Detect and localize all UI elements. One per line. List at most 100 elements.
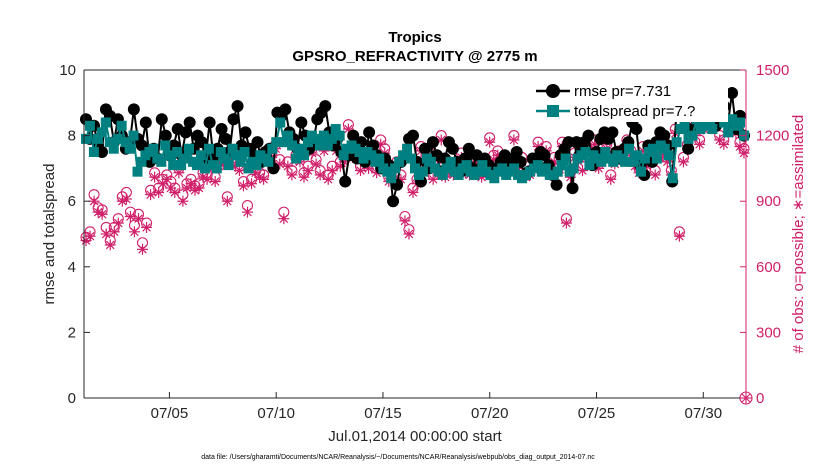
totalspread-point: [394, 156, 405, 167]
rmse-point: [279, 103, 292, 116]
possible-point: [298, 167, 310, 179]
assimilated-point: [286, 169, 298, 181]
possible-point: [560, 213, 572, 225]
possible-point: [310, 154, 322, 166]
assimilated-point: [173, 167, 185, 179]
totalspread-point: [104, 137, 115, 148]
y-left-tick-label: 8: [68, 128, 76, 145]
totalspread-point: [84, 120, 95, 131]
rmse-point: [418, 142, 431, 155]
possible-point: [508, 130, 520, 142]
y-right-tick-label: 900: [756, 193, 781, 210]
rmse-point: [139, 116, 152, 129]
totalspread-point: [251, 160, 262, 171]
totalspread-point: [410, 163, 420, 174]
totalspread-point: [667, 173, 678, 184]
assimilated-point: [258, 173, 270, 185]
totalspread-point: [417, 166, 428, 177]
possible-point: [403, 224, 415, 236]
rmse-point: [219, 132, 232, 145]
assimilated-point: [104, 239, 116, 251]
totalspread-point: [112, 133, 123, 144]
totalspread-point: [124, 143, 135, 154]
totalspread-point: [108, 143, 119, 154]
assimilated-point: [141, 221, 153, 233]
assimilated-point: [560, 217, 572, 229]
rmse-point: [426, 136, 439, 149]
totalspread-point: [295, 143, 306, 154]
rmse-point: [251, 136, 264, 149]
y-left-tick-label: 2: [68, 324, 76, 341]
possible-point: [237, 175, 249, 188]
possible-point: [100, 221, 112, 233]
x-tick-label: 07/05: [151, 405, 189, 422]
assimilated-point: [508, 134, 520, 146]
possible-point: [132, 208, 145, 220]
y-right-tick-label: 1200: [756, 128, 789, 145]
rmse-point: [227, 113, 240, 126]
totalspread-point: [584, 160, 595, 171]
totalspread-point: [184, 143, 195, 154]
rmse-point: [347, 129, 360, 142]
totalspread-point: [398, 150, 409, 161]
totalspread-point: [556, 160, 567, 171]
possible-point: [245, 173, 258, 185]
rmse-point: [363, 126, 376, 139]
y-left-tick-label: 4: [68, 259, 76, 276]
x-tick-label: 07/15: [364, 405, 402, 422]
y-right-tick-label: 300: [756, 324, 781, 341]
totalspread-point: [195, 150, 206, 161]
totalspread-point: [659, 143, 670, 154]
possible-point: [80, 231, 92, 243]
totalspread-point: [310, 133, 321, 144]
totalspread-point: [88, 147, 99, 157]
totalspread-point: [552, 166, 563, 177]
totalspread-point: [100, 117, 111, 128]
totalspread-point: [330, 124, 341, 135]
totalspread-point: [80, 133, 91, 144]
totalspread-point: [96, 127, 107, 138]
assimilated-point: [738, 147, 750, 159]
totalspread-point: [560, 153, 571, 164]
y-left-tick-label: 0: [68, 390, 76, 407]
possible-point: [112, 213, 124, 225]
totalspread-point: [116, 120, 127, 131]
possible-point: [278, 206, 290, 218]
legend-totalspread-marker: [547, 105, 559, 117]
possible-point: [136, 237, 149, 249]
chart-subtitle: GPSRO_REFRACTIVITY @ 2775 m: [292, 48, 537, 65]
totalspread-point: [203, 143, 214, 154]
totalspread-point: [302, 137, 313, 148]
totalspread-point: [386, 173, 397, 184]
possible-point: [149, 167, 161, 179]
totalspread-point: [148, 143, 159, 154]
totalspread-point: [275, 117, 286, 128]
rmse-point: [682, 142, 695, 155]
plot-area: [79, 86, 753, 405]
possible-point: [84, 226, 96, 238]
totalspread-point: [402, 143, 413, 154]
assimilated-point: [241, 206, 253, 218]
possible-point: [96, 204, 108, 216]
totalspread-point: [156, 156, 167, 167]
totalspread-point: [441, 163, 452, 174]
totalspread-point: [568, 163, 579, 174]
totalspread-point: [663, 150, 674, 161]
rmse-point: [239, 126, 252, 139]
possible-point: [605, 169, 617, 181]
rmse-point: [155, 113, 168, 126]
possible-point: [145, 184, 157, 196]
totalspread-point: [608, 156, 619, 167]
rmse-point: [606, 126, 619, 139]
y-axis-right-label: # of obs: o=possible; ∗=assimilated: [790, 115, 807, 354]
rmse-point: [183, 116, 196, 129]
rmse-point: [510, 146, 523, 158]
totalspread-point: [314, 140, 325, 151]
assimilated-point: [718, 138, 730, 150]
totalspread-point: [600, 147, 611, 157]
totalspread-point: [223, 160, 234, 171]
assimilated-point: [221, 195, 233, 207]
possible-point: [177, 189, 189, 201]
possible-point: [221, 191, 233, 203]
